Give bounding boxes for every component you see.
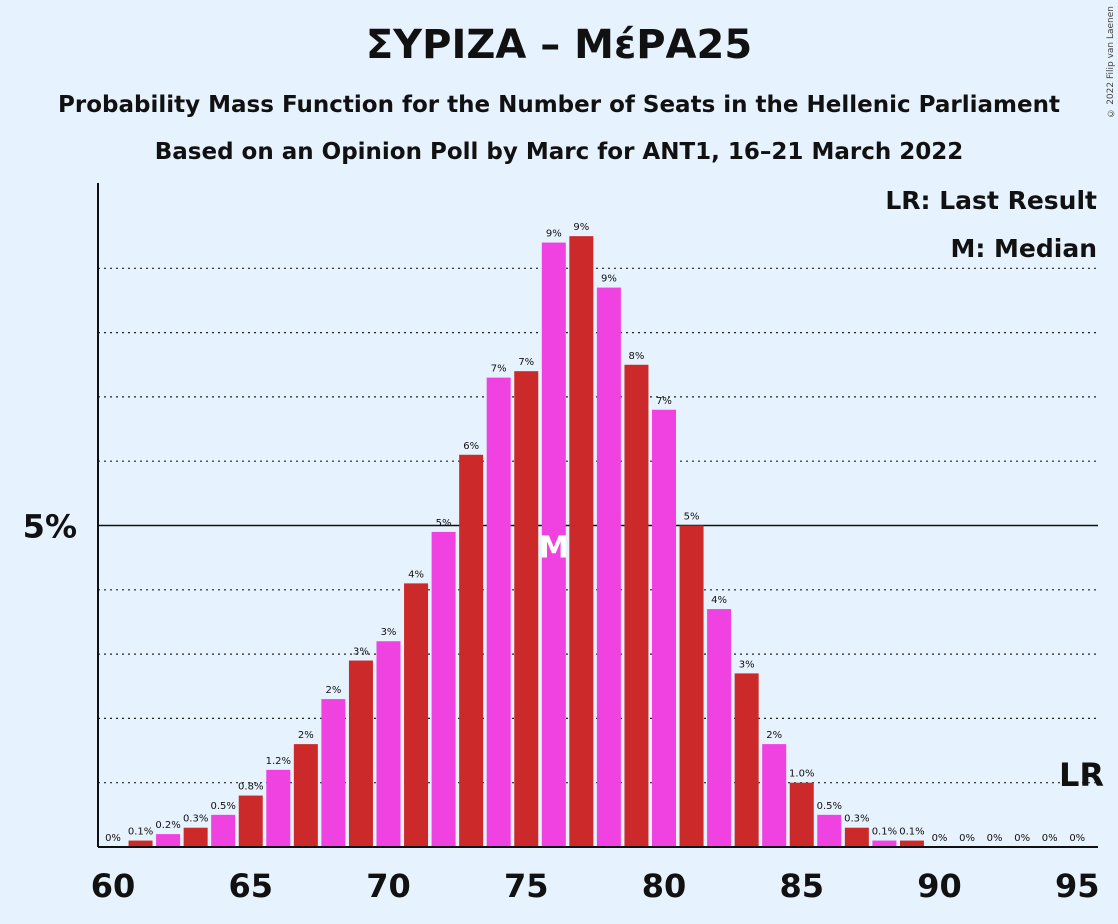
legend-last-result: LR: Last Result — [885, 186, 1097, 215]
bar — [789, 782, 814, 847]
bar-label: 7% — [491, 364, 507, 375]
bar — [541, 242, 566, 847]
bar-label: 3% — [381, 627, 397, 638]
x-tick-label: 75 — [504, 867, 549, 905]
bar-label: 2% — [298, 730, 314, 741]
bar-label: 0% — [1042, 833, 1058, 844]
bar — [844, 827, 869, 847]
bar-label: 7% — [518, 357, 534, 368]
bar — [486, 377, 511, 847]
bar-label: 6% — [463, 441, 479, 452]
bar-label: 3% — [739, 659, 755, 670]
chart-title: ΣΥΡΙΖΑ – ΜέΡΑ25 — [365, 22, 753, 68]
chart-source: Based on an Opinion Poll by Marc for ANT… — [154, 139, 964, 165]
bar-label: 0.3% — [183, 814, 208, 825]
bar-label: 0.1% — [128, 827, 153, 838]
bar — [431, 531, 456, 847]
bar-label: 0.2% — [155, 820, 180, 831]
bar-label: 5% — [684, 512, 700, 523]
bar-label: 1.0% — [789, 769, 814, 780]
bar-label: 0% — [959, 833, 975, 844]
x-tick-label: 70 — [366, 867, 411, 905]
bar — [679, 525, 704, 847]
x-tick-label: 65 — [228, 867, 273, 905]
x-tick-label: 90 — [917, 867, 962, 905]
y-tick-label: 5% — [23, 508, 77, 546]
bar-label: 0.1% — [899, 827, 924, 838]
bar-label: 4% — [408, 569, 424, 580]
bar-label: 0.5% — [210, 801, 235, 812]
bar — [348, 660, 373, 847]
bar — [266, 769, 291, 847]
bar — [624, 364, 649, 847]
chart-subtitle: Probability Mass Function for the Number… — [58, 92, 1060, 118]
bar — [321, 699, 346, 847]
bar — [652, 409, 676, 847]
bar-label: 2% — [325, 685, 341, 696]
bar-label: 0% — [932, 833, 948, 844]
bar — [404, 583, 429, 847]
bar-label: 9% — [573, 222, 589, 233]
bar — [238, 795, 263, 847]
bar — [707, 609, 732, 847]
bar-label: 7% — [656, 396, 672, 407]
bar-label: 2% — [766, 730, 782, 741]
bar-label: 0.8% — [238, 782, 263, 793]
bar — [734, 673, 759, 847]
bar — [376, 641, 401, 847]
median-marker: M — [539, 531, 569, 566]
x-tick-label: 85 — [779, 867, 824, 905]
bar — [762, 744, 787, 847]
bar — [128, 840, 153, 847]
bar — [899, 840, 924, 847]
bar — [183, 827, 208, 847]
bar — [459, 454, 484, 847]
bar-label: 9% — [601, 274, 617, 285]
bar-label: 0.3% — [844, 814, 869, 825]
bar-label: 0% — [987, 833, 1003, 844]
bar-label: 3% — [353, 647, 369, 658]
bar — [569, 236, 594, 847]
legend-median: M: Median — [950, 234, 1097, 263]
bar-label: 0% — [1069, 833, 1085, 844]
bar — [514, 371, 539, 847]
bar-label: 8% — [629, 351, 645, 362]
bar — [872, 840, 897, 847]
bar — [596, 287, 621, 848]
bar-label: 0.1% — [872, 827, 897, 838]
bar-label: 0% — [1014, 833, 1030, 844]
bar-label: 1.2% — [266, 756, 291, 767]
bar — [211, 814, 236, 847]
bar — [293, 744, 318, 847]
x-tick-label: 95 — [1055, 867, 1100, 905]
bar-label: 0.5% — [817, 801, 842, 812]
bar-label: 9% — [546, 229, 562, 240]
bar-label: 4% — [711, 595, 727, 606]
bar — [817, 814, 842, 847]
bar-label: 0% — [105, 833, 121, 844]
last-result-marker: LR — [1059, 756, 1104, 794]
bar — [156, 834, 181, 847]
x-tick-label: 80 — [642, 867, 687, 905]
x-tick-label: 60 — [91, 867, 136, 905]
bar-label: 5% — [436, 518, 452, 529]
